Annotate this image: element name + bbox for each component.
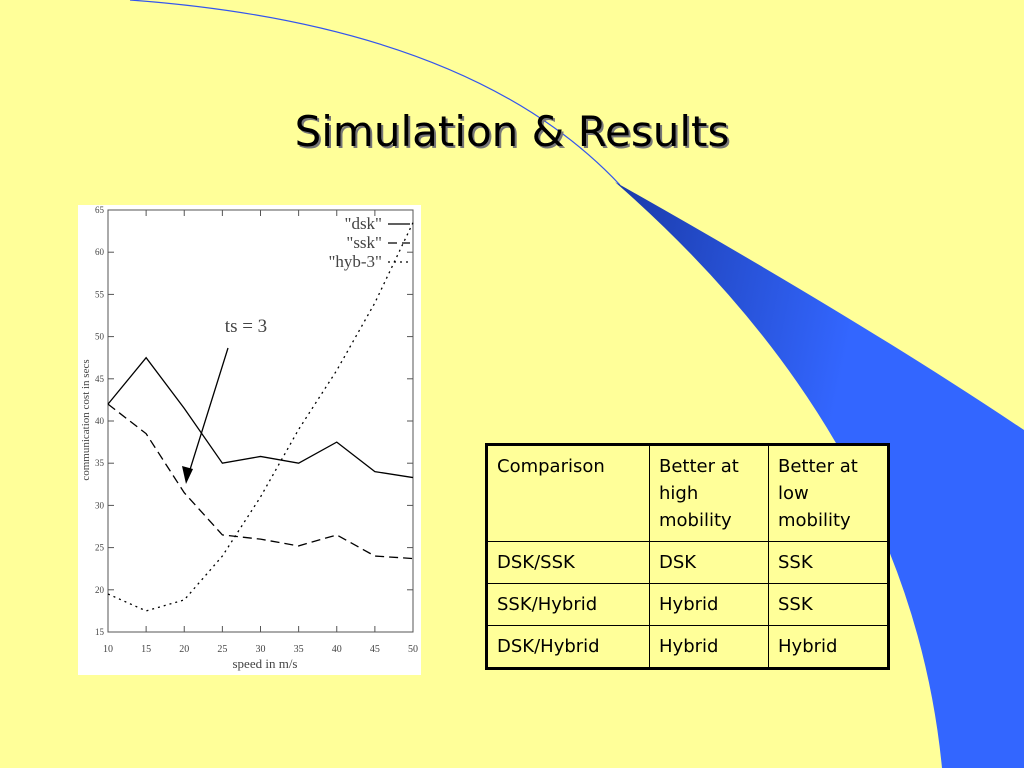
series-line bbox=[107, 403, 414, 560]
y-tick-label: 45 bbox=[95, 374, 105, 384]
legend-label: "hyb-3" bbox=[328, 252, 382, 271]
table-cell: Comparison bbox=[486, 444, 650, 542]
x-tick-label: 10 bbox=[103, 644, 113, 655]
y-tick-label: 30 bbox=[95, 500, 105, 510]
y-tick-label: 15 bbox=[95, 627, 105, 637]
table-row: DSK/SSK DSK SSK bbox=[486, 541, 889, 584]
x-axis-label: speed in m/s bbox=[233, 656, 298, 671]
decor-line bbox=[129, 0, 621, 186]
x-tick-label: 50 bbox=[408, 644, 418, 655]
title-shadow: Simulation & Results bbox=[297, 109, 732, 158]
table-cell: Better at high mobility bbox=[649, 444, 769, 542]
x-tick-label: 30 bbox=[256, 644, 266, 655]
y-tick-label: 65 bbox=[95, 205, 105, 215]
y-tick-label: 20 bbox=[95, 585, 105, 595]
chart-background bbox=[78, 205, 421, 675]
table-row: SSK/Hybrid Hybrid SSK bbox=[486, 583, 889, 626]
table-cell: Hybrid bbox=[649, 583, 769, 626]
table-cell: Better at low mobility bbox=[768, 444, 889, 542]
table-cell: DSK/SSK bbox=[486, 541, 650, 584]
table-cell: SSK bbox=[768, 583, 889, 626]
y-tick-label: 40 bbox=[95, 416, 105, 426]
x-tick-label: 20 bbox=[179, 644, 189, 655]
y-tick-label: 60 bbox=[95, 247, 105, 257]
table-cell: DSK/Hybrid bbox=[486, 625, 650, 669]
chart: 15 20 25 30 35 40 45 50 55 60 65 10 15 20 25 30 35 40 45 50… bbox=[80, 205, 418, 671]
comparison-table: Comparison Better at high mobility Better … bbox=[485, 443, 890, 670]
x-tick-label: 45 bbox=[370, 644, 380, 655]
x-tick-label: 40 bbox=[332, 644, 342, 655]
y-tick-label: 50 bbox=[95, 332, 105, 342]
arrow-head bbox=[182, 466, 193, 484]
legend-label: "ssk" bbox=[346, 233, 382, 252]
table-cell: SSK/Hybrid bbox=[486, 583, 650, 626]
annotation: ts = 3 bbox=[225, 316, 267, 337]
x-tick-label: 25 bbox=[217, 644, 227, 655]
slide-title: Simulation & Results bbox=[295, 107, 730, 156]
x-tick-label: 35 bbox=[294, 644, 304, 655]
y-axis-label: communication cost in secs bbox=[80, 359, 92, 480]
x-tick-label: 15 bbox=[141, 644, 151, 655]
table-row: DSK/Hybrid Hybrid Hybrid bbox=[486, 625, 889, 669]
series-line bbox=[107, 356, 414, 479]
legend-label: "dsk" bbox=[345, 214, 383, 233]
table-cell: Hybrid bbox=[768, 625, 889, 669]
table-cell: DSK bbox=[649, 541, 769, 584]
decor-swoosh bbox=[615, 182, 1024, 768]
table-header: Comparison Better at high mobility Better … bbox=[486, 444, 889, 542]
annotation-arrow bbox=[187, 347, 229, 477]
table-cell: Hybrid bbox=[649, 625, 769, 669]
series-line bbox=[107, 222, 414, 612]
table-cell: SSK bbox=[768, 541, 889, 584]
y-tick-label: 35 bbox=[95, 458, 105, 468]
y-tick-label: 25 bbox=[95, 543, 105, 553]
y-tick-label: 55 bbox=[95, 289, 105, 299]
